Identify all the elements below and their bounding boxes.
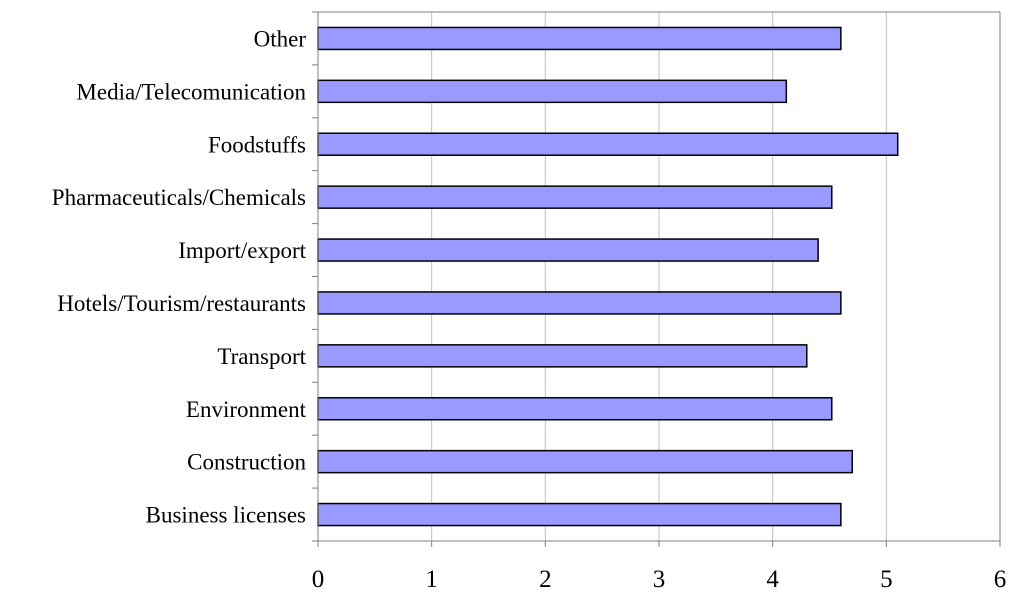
category-label-5: Import/export <box>178 238 306 263</box>
category-label-4: Hotels/Tourism/restaurants <box>57 291 306 316</box>
x-tick-label-5: 5 <box>880 566 893 593</box>
bar-3 <box>317 344 808 368</box>
category-label-8: Media/Telecomunication <box>76 79 306 104</box>
bars <box>317 26 899 527</box>
x-tick-label-1: 1 <box>425 566 438 593</box>
bar-0 <box>317 502 842 527</box>
x-tick-label-6: 6 <box>994 566 1007 593</box>
x-tick-label-4: 4 <box>766 566 779 593</box>
category-label-7: Foodstuffs <box>208 132 306 157</box>
x-tick-label-3: 3 <box>653 566 666 593</box>
category-label-3: Transport <box>217 344 306 369</box>
category-label-6: Pharmaceuticals/Chemicals <box>52 185 306 210</box>
bar-1 <box>317 449 853 474</box>
axes <box>312 11 1001 547</box>
labels: Business licenses Construction Environment… <box>52 26 1006 593</box>
bar-8 <box>317 79 788 104</box>
bar-4 <box>317 291 842 315</box>
bar-9 <box>317 26 842 51</box>
category-label-0: Business licenses <box>146 503 306 528</box>
category-label-1: Construction <box>187 450 306 475</box>
x-tick-label-0: 0 <box>312 566 325 593</box>
category-label-9: Other <box>254 26 307 51</box>
bar-5 <box>317 238 819 262</box>
x-tick-label-2: 2 <box>539 566 552 593</box>
bar-2 <box>317 397 833 421</box>
category-label-2: Environment <box>186 397 307 422</box>
bar-7 <box>317 132 899 156</box>
bar-6 <box>317 185 833 209</box>
